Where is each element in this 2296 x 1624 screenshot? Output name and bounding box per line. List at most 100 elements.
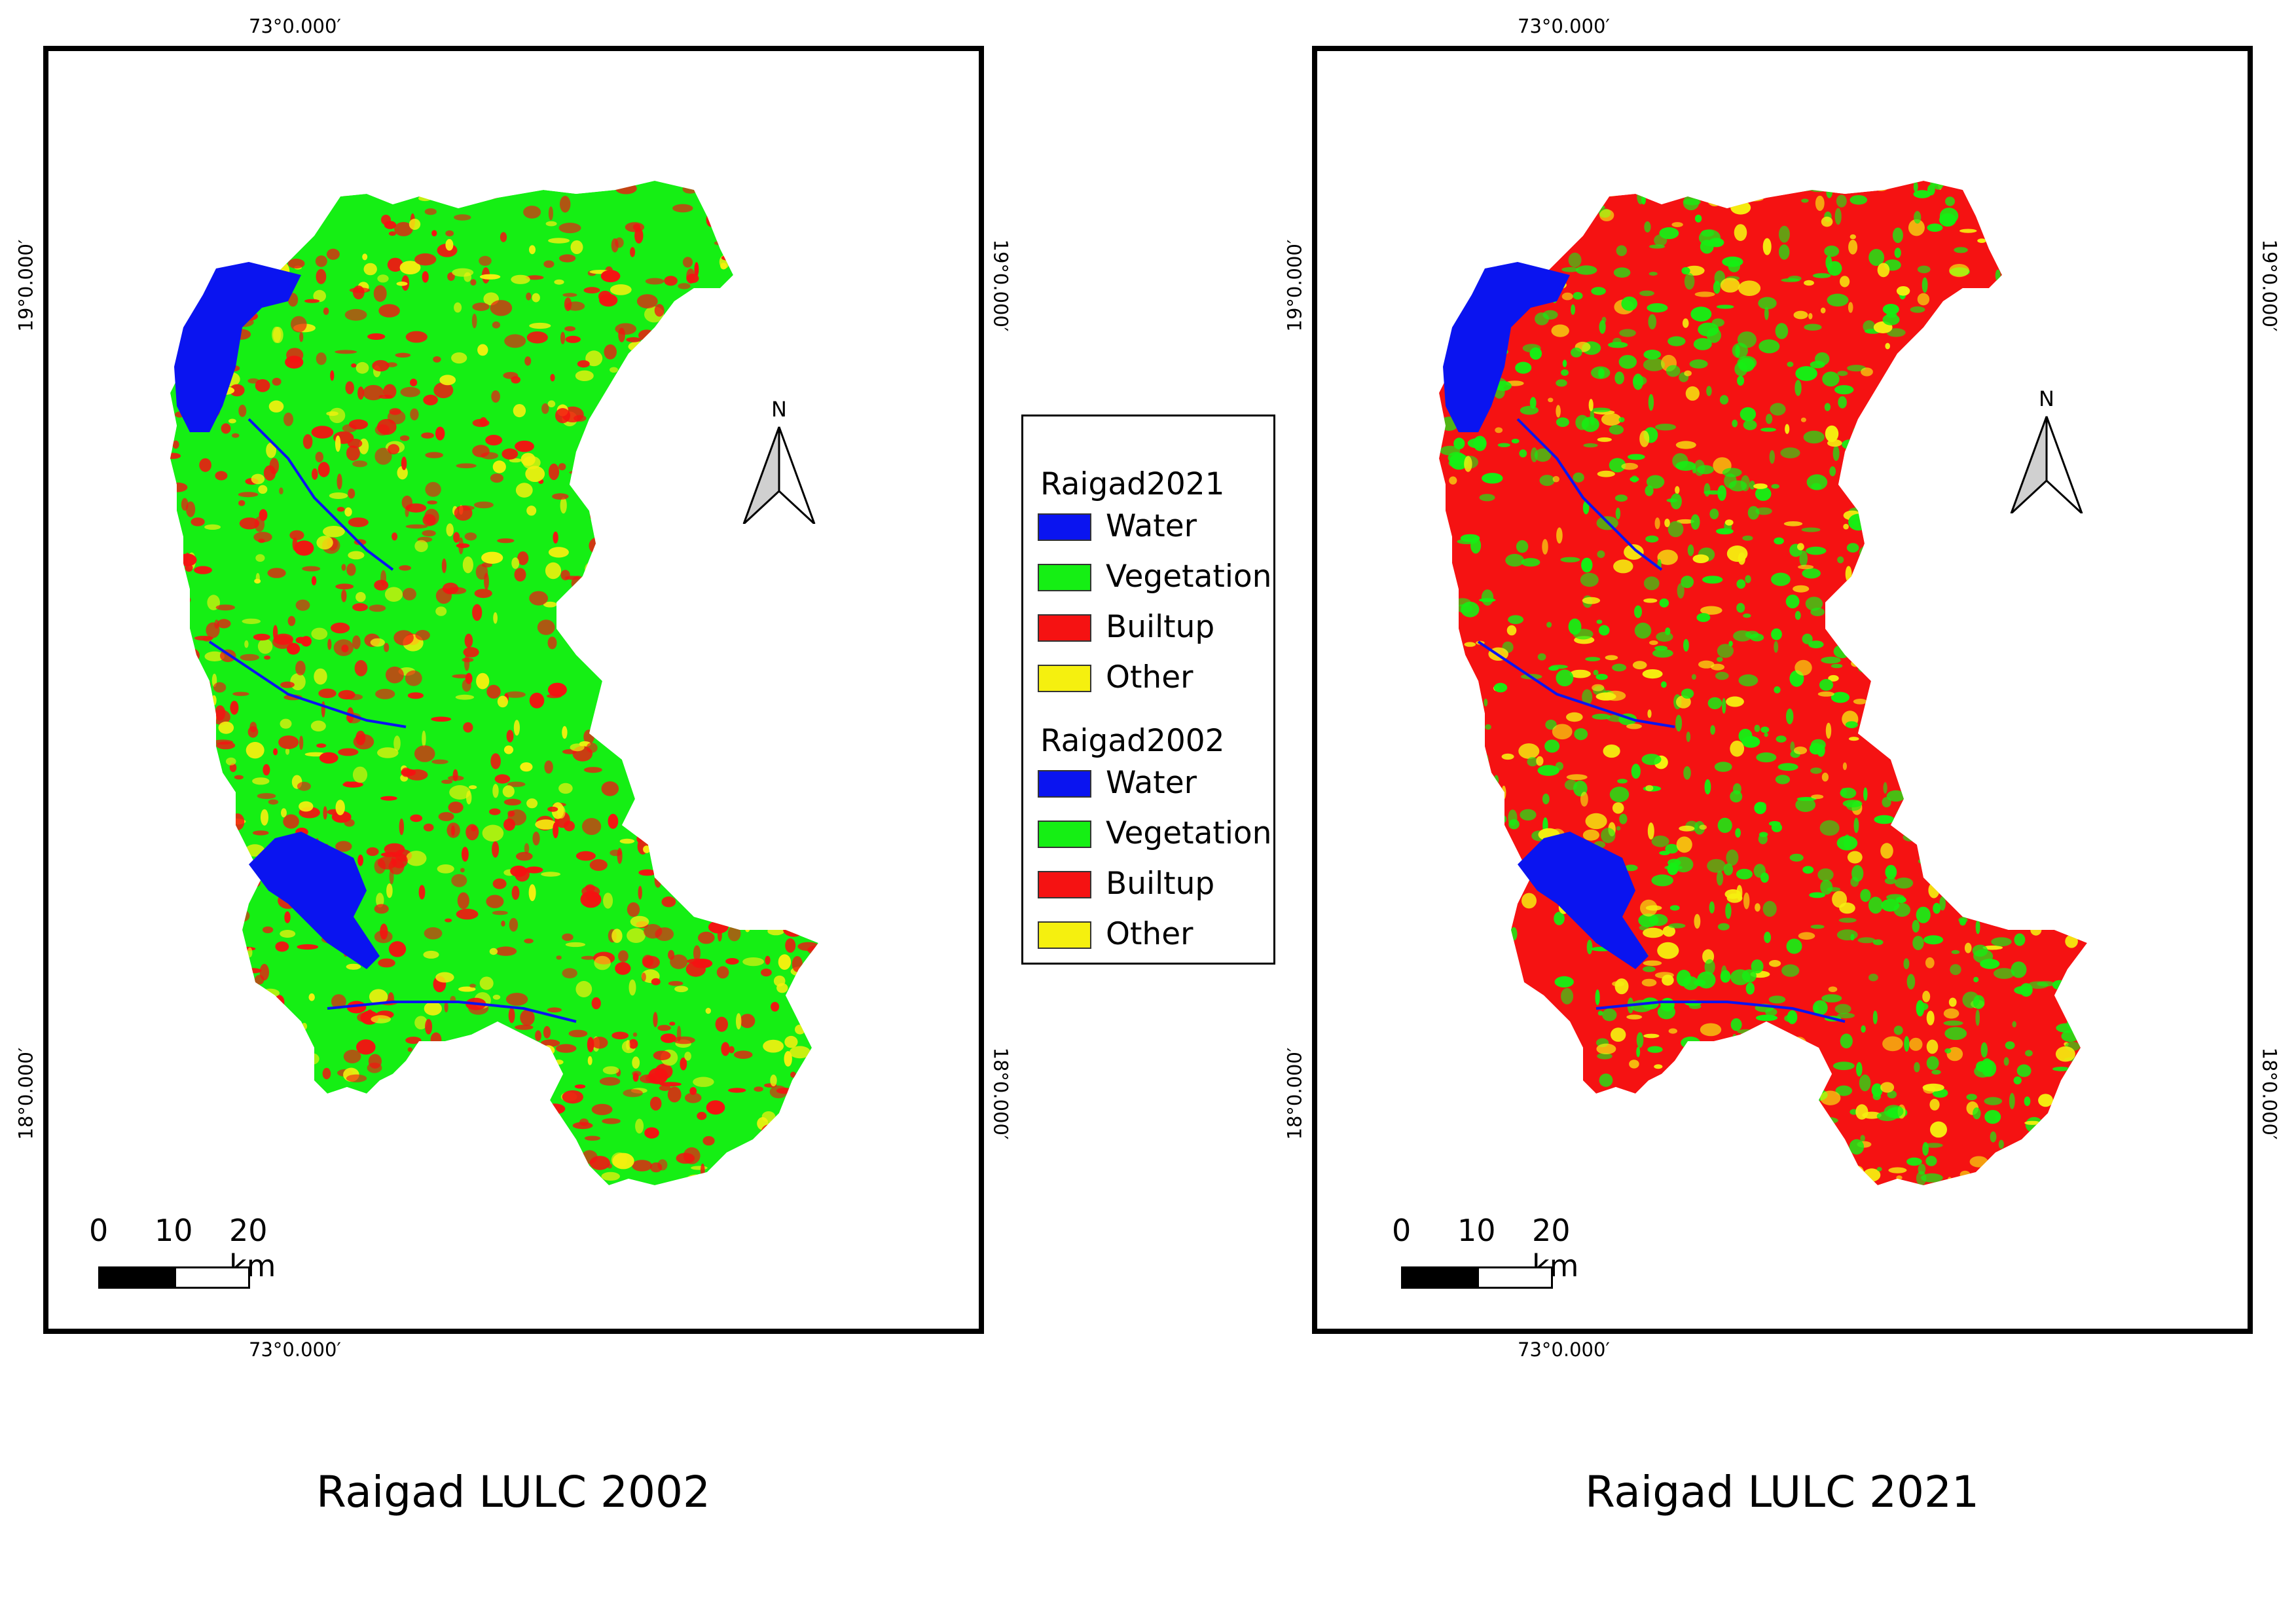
land-cover-patch: [2011, 706, 2032, 712]
land-cover-patch: [1943, 1020, 1963, 1026]
land-cover-patch: [2028, 981, 2049, 989]
land-cover-patch: [1492, 181, 1514, 188]
land-cover-patch: [1619, 813, 1628, 824]
land-cover-patch: [1465, 919, 1470, 931]
land-cover-patch: [1775, 323, 1789, 339]
land-cover-patch: [473, 501, 494, 509]
land-cover-patch: [594, 955, 611, 970]
land-cover-patch: [1903, 958, 1910, 969]
land-cover-patch: [2038, 1094, 2053, 1107]
land-cover-patch: [2038, 325, 2050, 339]
legend-item-other: Other: [1038, 659, 1273, 695]
land-cover-patch: [515, 440, 534, 452]
land-cover-patch: [1457, 539, 1478, 544]
land-cover-patch: [194, 566, 212, 574]
land-cover-patch: [1795, 659, 1812, 676]
land-cover-patch: [1569, 669, 1591, 678]
land-cover-patch: [2069, 828, 2075, 836]
land-cover-patch: [1882, 304, 1899, 315]
land-cover-patch: [1908, 777, 1918, 794]
land-cover-patch: [1597, 470, 1615, 477]
land-cover-patch: [1518, 743, 1540, 759]
land-cover-patch: [589, 1156, 610, 1170]
land-cover-patch: [204, 651, 225, 662]
land-cover-patch: [1618, 355, 1637, 369]
land-cover-patch: [1968, 657, 1990, 671]
land-cover-patch: [1691, 1134, 1703, 1145]
land-cover-patch: [1467, 438, 1487, 449]
land-cover-patch: [1810, 767, 1822, 774]
land-cover-patch: [401, 456, 407, 470]
land-cover-patch: [602, 1066, 619, 1075]
water-body-north: [1443, 262, 1570, 432]
land-cover-patch: [1717, 485, 1726, 501]
land-cover-patch: [2054, 701, 2059, 707]
land-cover-patch: [1760, 428, 1776, 432]
land-cover-patch: [1986, 672, 2008, 680]
land-cover-patch: [1872, 1010, 1878, 1025]
land-cover-patch: [1990, 1131, 1997, 1143]
land-cover-patch: [363, 384, 384, 401]
land-cover-patch: [1478, 843, 1492, 851]
land-cover-patch: [1736, 579, 1746, 589]
land-cover-patch: [1860, 509, 1874, 526]
legend-label: Other: [1106, 916, 1194, 952]
land-cover-patch: [1462, 771, 1474, 779]
land-cover-patch: [547, 637, 557, 650]
land-cover-patch: [1795, 366, 1817, 381]
land-cover-patch: [501, 448, 519, 460]
land-cover-patch: [1923, 762, 1942, 770]
land-cover-patch: [1691, 1158, 1703, 1164]
land-cover-patch: [326, 248, 340, 260]
land-cover-patch: [468, 785, 477, 790]
land-cover-patch: [242, 618, 261, 624]
land-cover-patch: [537, 619, 555, 635]
land-cover-patch: [2043, 1174, 2049, 1184]
land-cover-patch: [559, 254, 576, 263]
land-cover-patch: [1631, 764, 1641, 779]
land-cover-patch: [1804, 323, 1822, 331]
land-cover-patch: [1466, 946, 1488, 960]
land-cover-patch: [2066, 773, 2077, 781]
land-cover-patch: [405, 1037, 422, 1044]
land-cover-patch: [2001, 212, 2012, 224]
land-cover-patch: [1640, 899, 1658, 917]
land-cover-patch: [603, 893, 613, 909]
land-cover-patch: [437, 864, 454, 874]
land-cover-patch: [784, 1035, 798, 1048]
land-cover-patch: [1714, 1064, 1736, 1073]
land-cover-patch: [715, 1016, 729, 1032]
land-cover-patch: [438, 812, 454, 821]
land-cover-patch: [1538, 1048, 1559, 1056]
land-cover-patch: [1851, 1166, 1864, 1179]
land-cover-patch: [391, 853, 408, 868]
land-cover-patch: [629, 1039, 638, 1049]
land-cover-patch: [2026, 716, 2049, 733]
land-cover-patch: [1886, 328, 1906, 337]
land-cover-patch: [2073, 263, 2086, 280]
land-cover-patch: [1643, 350, 1661, 360]
land-cover-patch: [369, 604, 386, 612]
land-cover-patch: [1552, 1120, 1569, 1135]
scale-label-10: 10: [155, 1213, 193, 1248]
land-cover-patch: [1982, 945, 2003, 950]
land-cover-patch: [454, 505, 473, 521]
land-cover-patch: [1728, 640, 1733, 647]
land-cover-patch: [1704, 1047, 1726, 1058]
land-cover-patch: [1758, 832, 1768, 838]
land-cover-patch: [1826, 185, 1833, 198]
land-cover-patch: [1613, 559, 1633, 574]
land-cover-patch: [400, 386, 420, 397]
land-cover-patch: [1616, 826, 1621, 831]
land-cover-patch: [1595, 674, 1608, 680]
land-cover-patch: [1994, 682, 2016, 697]
land-cover-patch: [427, 500, 437, 505]
land-cover-patch: [283, 814, 299, 829]
land-cover-patch: [1592, 713, 1611, 720]
land-cover-patch: [1585, 813, 1607, 830]
land-cover-patch: [1785, 424, 1790, 434]
land-cover-patch: [670, 954, 688, 969]
land-cover-patch: [1812, 273, 1831, 278]
land-cover-patch: [1649, 1175, 1657, 1181]
land-cover-patch: [454, 302, 462, 313]
